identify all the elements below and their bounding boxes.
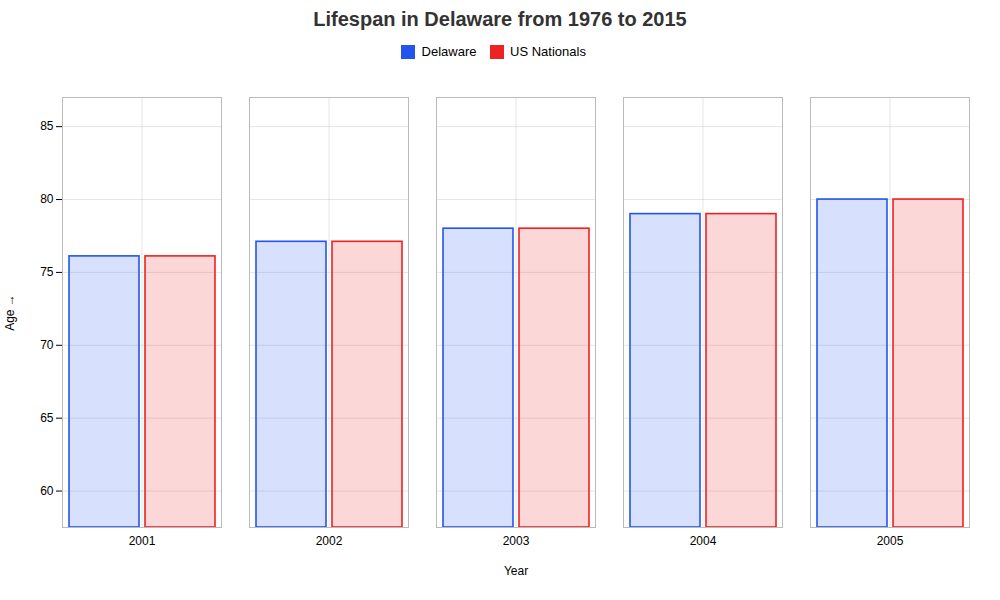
svg-text:2002: 2002 bbox=[316, 534, 343, 548]
svg-text:75: 75 bbox=[40, 265, 54, 279]
html-text:Lifespan in Delaware from 1976: Lifespan in Delaware from 1976 to 2015 bbox=[313, 8, 687, 30]
svg-text:Year: Year bbox=[504, 563, 528, 577]
html-text:US Nationals: US Nationals bbox=[510, 44, 586, 59]
svg-text:70: 70 bbox=[40, 338, 54, 352]
svg-text:80: 80 bbox=[40, 192, 54, 206]
svg-text:65: 65 bbox=[40, 411, 54, 425]
svg-text:60: 60 bbox=[40, 483, 54, 497]
svg-text:2005: 2005 bbox=[877, 534, 904, 548]
svg-text:2004: 2004 bbox=[690, 534, 717, 548]
svg-text:2003: 2003 bbox=[503, 534, 530, 548]
html-text:Delaware: Delaware bbox=[421, 44, 477, 59]
svg-text:2001: 2001 bbox=[129, 534, 156, 548]
svg-text:Age →: Age → bbox=[3, 294, 17, 331]
svg-text:85: 85 bbox=[40, 119, 54, 133]
